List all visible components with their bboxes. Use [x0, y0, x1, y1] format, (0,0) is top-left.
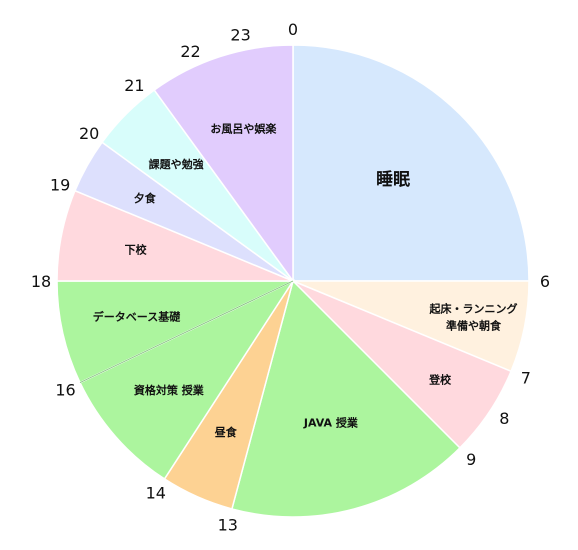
pie-slice	[78, 279, 296, 480]
hour-tick-label: 16	[55, 380, 75, 399]
hour-tick-label: 6	[540, 272, 550, 291]
hour-tick-label: 0	[288, 20, 298, 39]
slice-label: お風呂や娯楽	[210, 121, 277, 135]
pie-slice	[231, 279, 461, 518]
slice-label: 資格対策 授業	[134, 383, 205, 397]
slice-label: 昼食	[214, 425, 238, 439]
hour-tick-label: 7	[521, 368, 531, 387]
hour-tick-label: 23	[230, 26, 250, 45]
hour-labels-layer: 0 6 7 8 9 13 14 16 18 19 20 21 22 23	[31, 20, 550, 534]
slice-label: データベース基礎	[93, 309, 181, 323]
slice-label: 課題や勉強	[149, 157, 204, 171]
slice-label: 起床・ランニング準備や朝食	[429, 301, 518, 332]
slice-label: 下校	[125, 243, 148, 257]
hour-tick-label: 20	[79, 124, 99, 143]
slice-label: 睡眠	[376, 169, 410, 190]
hour-tick-label: 13	[218, 515, 238, 534]
pie-slice	[292, 44, 530, 282]
hour-tick-label: 9	[466, 450, 476, 469]
slice-divider	[79, 280, 294, 383]
hour-tick-label: 22	[180, 42, 200, 61]
slice-label: 登校	[428, 372, 452, 386]
pie-slice	[56, 280, 294, 384]
hour-tick-label: 8	[499, 409, 509, 428]
hour-tick-label: 14	[146, 483, 166, 502]
hour-tick-label: 18	[31, 272, 51, 291]
hour-tick-label: 19	[50, 176, 70, 195]
slice-label: 夕食	[134, 191, 157, 205]
pie-slice	[153, 44, 294, 284]
slices-layer	[56, 44, 530, 518]
slice-label: JAVA 授業	[303, 415, 359, 429]
hour-tick-label: 21	[124, 76, 144, 95]
